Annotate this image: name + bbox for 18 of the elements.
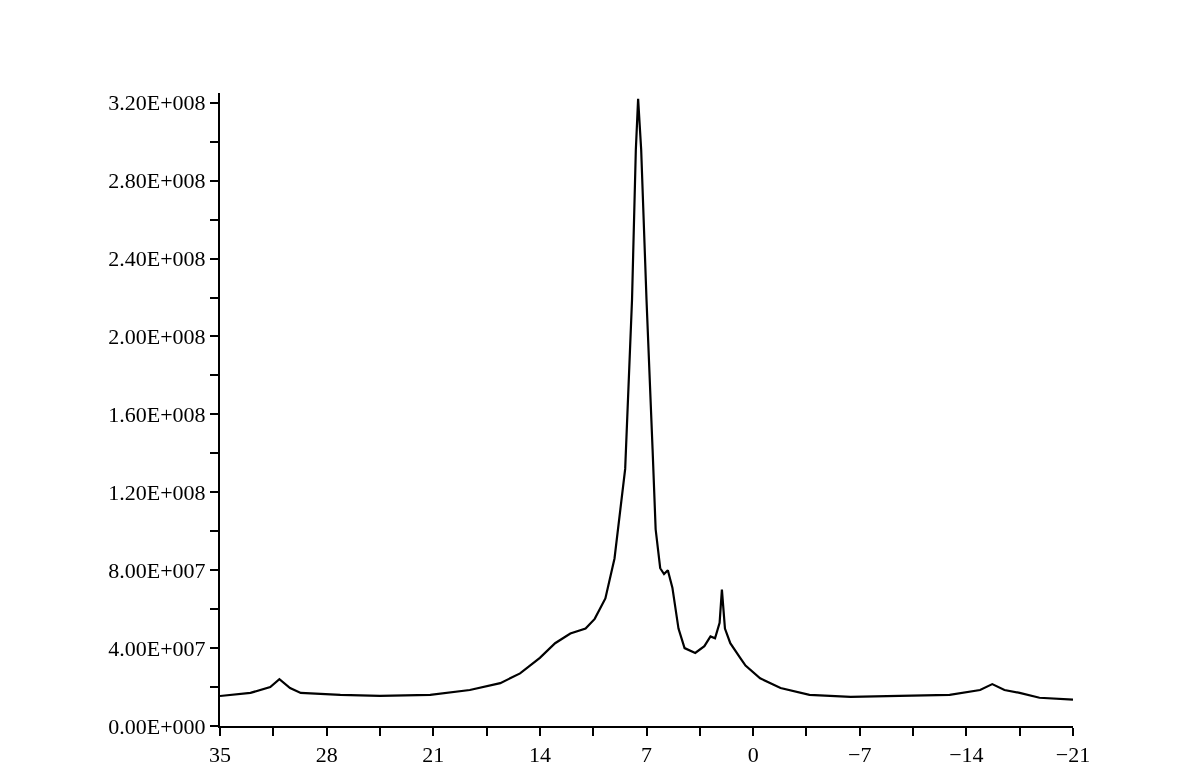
y-tick-label: 8.00E+007 <box>108 557 206 583</box>
y-tick-label: 4.00E+007 <box>108 635 206 661</box>
y-tick-label: 3.20E+008 <box>108 90 206 116</box>
x-tick-label: 14 <box>528 742 551 768</box>
y-tick-label: 1.20E+008 <box>108 479 206 505</box>
x-tick-label: −14 <box>949 742 984 768</box>
x-tick-label: 0 <box>747 742 759 768</box>
y-tick-label: 2.80E+008 <box>108 168 206 194</box>
x-tick-label: 7 <box>641 742 652 768</box>
x-tick-label: 21 <box>422 742 445 768</box>
y-tick-label: 2.40E+008 <box>108 246 206 272</box>
y-tick-label: 2.00E+008 <box>108 324 206 350</box>
y-tick-label: 1.60E+008 <box>108 402 206 428</box>
x-tick-label: 28 <box>315 742 338 768</box>
x-tick-label: −21 <box>1055 742 1091 768</box>
x-tick-label: −7 <box>848 742 872 768</box>
y-tick-label: 0.00E+000 <box>108 713 206 739</box>
x-tick-label: 35 <box>209 742 231 768</box>
